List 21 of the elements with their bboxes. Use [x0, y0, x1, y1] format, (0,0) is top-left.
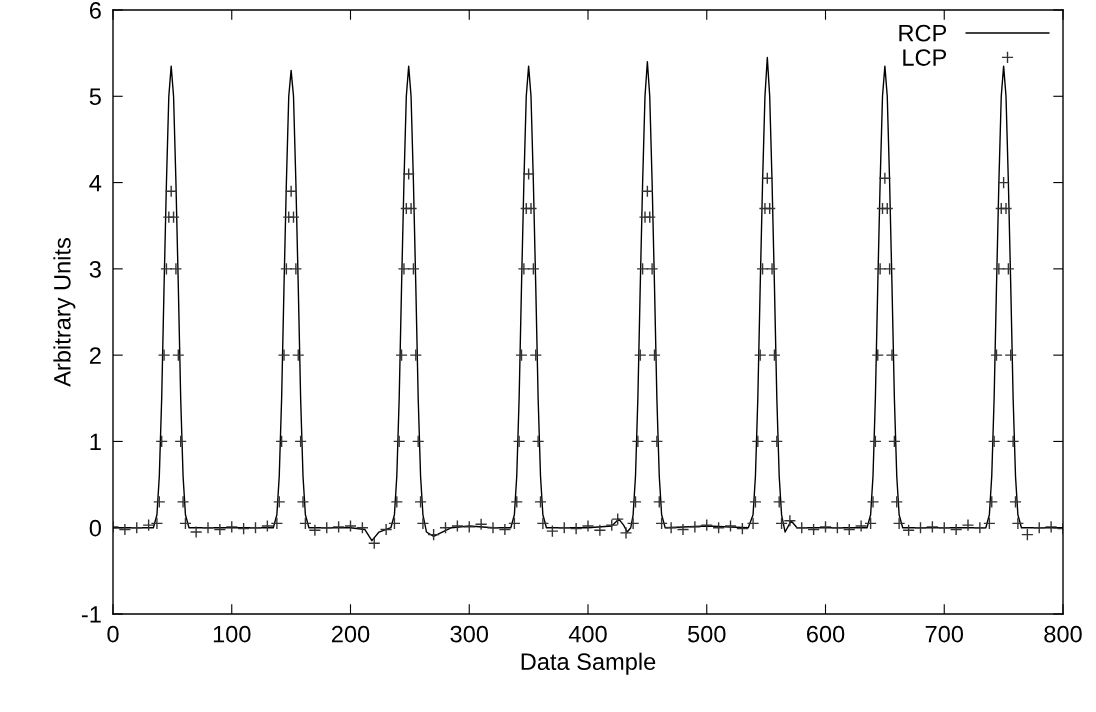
- y-tick-label: 5: [89, 88, 101, 106]
- x-tick-label: 500: [688, 625, 726, 643]
- y-tick-label: 0: [89, 519, 101, 537]
- x-tick-label: 100: [213, 625, 251, 643]
- x-axis-title: Data Sample: [521, 652, 656, 675]
- legend-label: LCP: [903, 49, 947, 66]
- y-tick-label: 3: [89, 260, 101, 278]
- x-tick-label: 800: [1044, 625, 1082, 643]
- x-tick-label: 300: [450, 625, 489, 643]
- x-tick-label: 400: [568, 625, 607, 643]
- x-tick-label: 600: [807, 625, 845, 643]
- x-tick-label: 200: [331, 625, 370, 643]
- y-tick-label: 6: [89, 2, 101, 19]
- y-tick-label: -1: [81, 606, 101, 623]
- x-tick-label: 700: [925, 625, 964, 643]
- y-tick-label: 4: [89, 174, 102, 192]
- legend-label: RCP: [899, 24, 947, 42]
- x-tick-label: 0: [107, 625, 119, 643]
- y-axis-title: Arbitrary Units: [53, 238, 76, 387]
- y-tick-label: 2: [89, 347, 101, 364]
- y-tick-label: 1: [90, 433, 101, 450]
